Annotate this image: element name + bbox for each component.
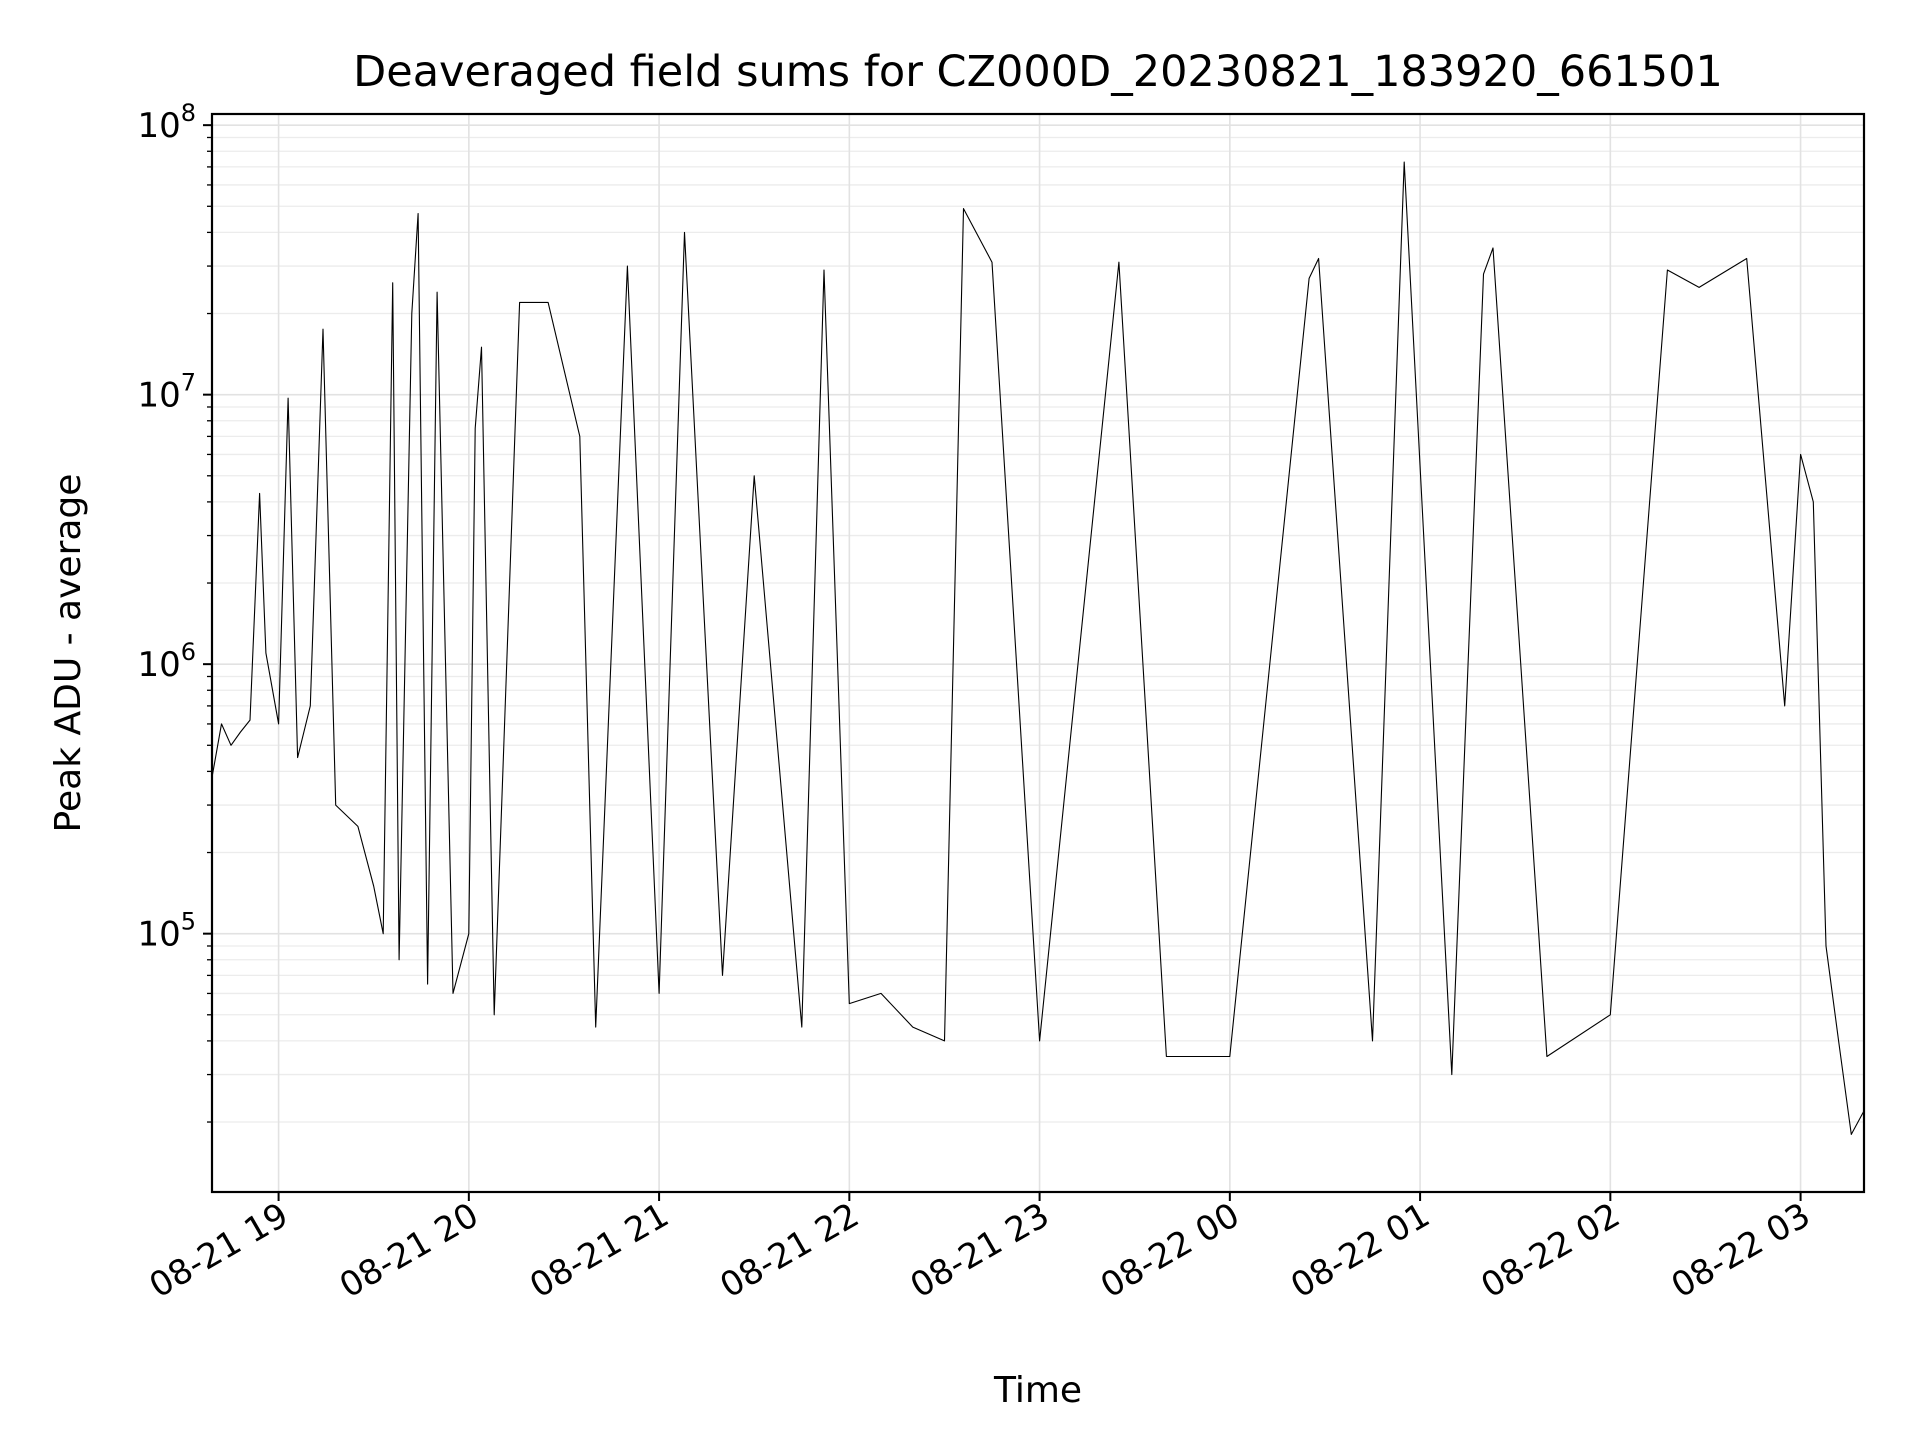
y-tick-label: 105 (137, 908, 196, 955)
y-tick-label: 108 (137, 99, 196, 146)
x-axis-title: Time (993, 1370, 1082, 1411)
y-tick-label: 106 (137, 638, 196, 685)
y-axis-title: Peak ADU - average (48, 474, 89, 833)
series-line (211, 161, 1865, 1135)
minor-grid (212, 136, 1864, 1123)
plot-frame (210, 112, 1866, 1194)
chart-title: Deaveraged field sums for CZ000D_2023082… (353, 47, 1723, 97)
y-tick-label: 107 (137, 369, 196, 416)
series-layer (211, 161, 1865, 1135)
y-axis: 105 106 107 108 (137, 99, 212, 1123)
